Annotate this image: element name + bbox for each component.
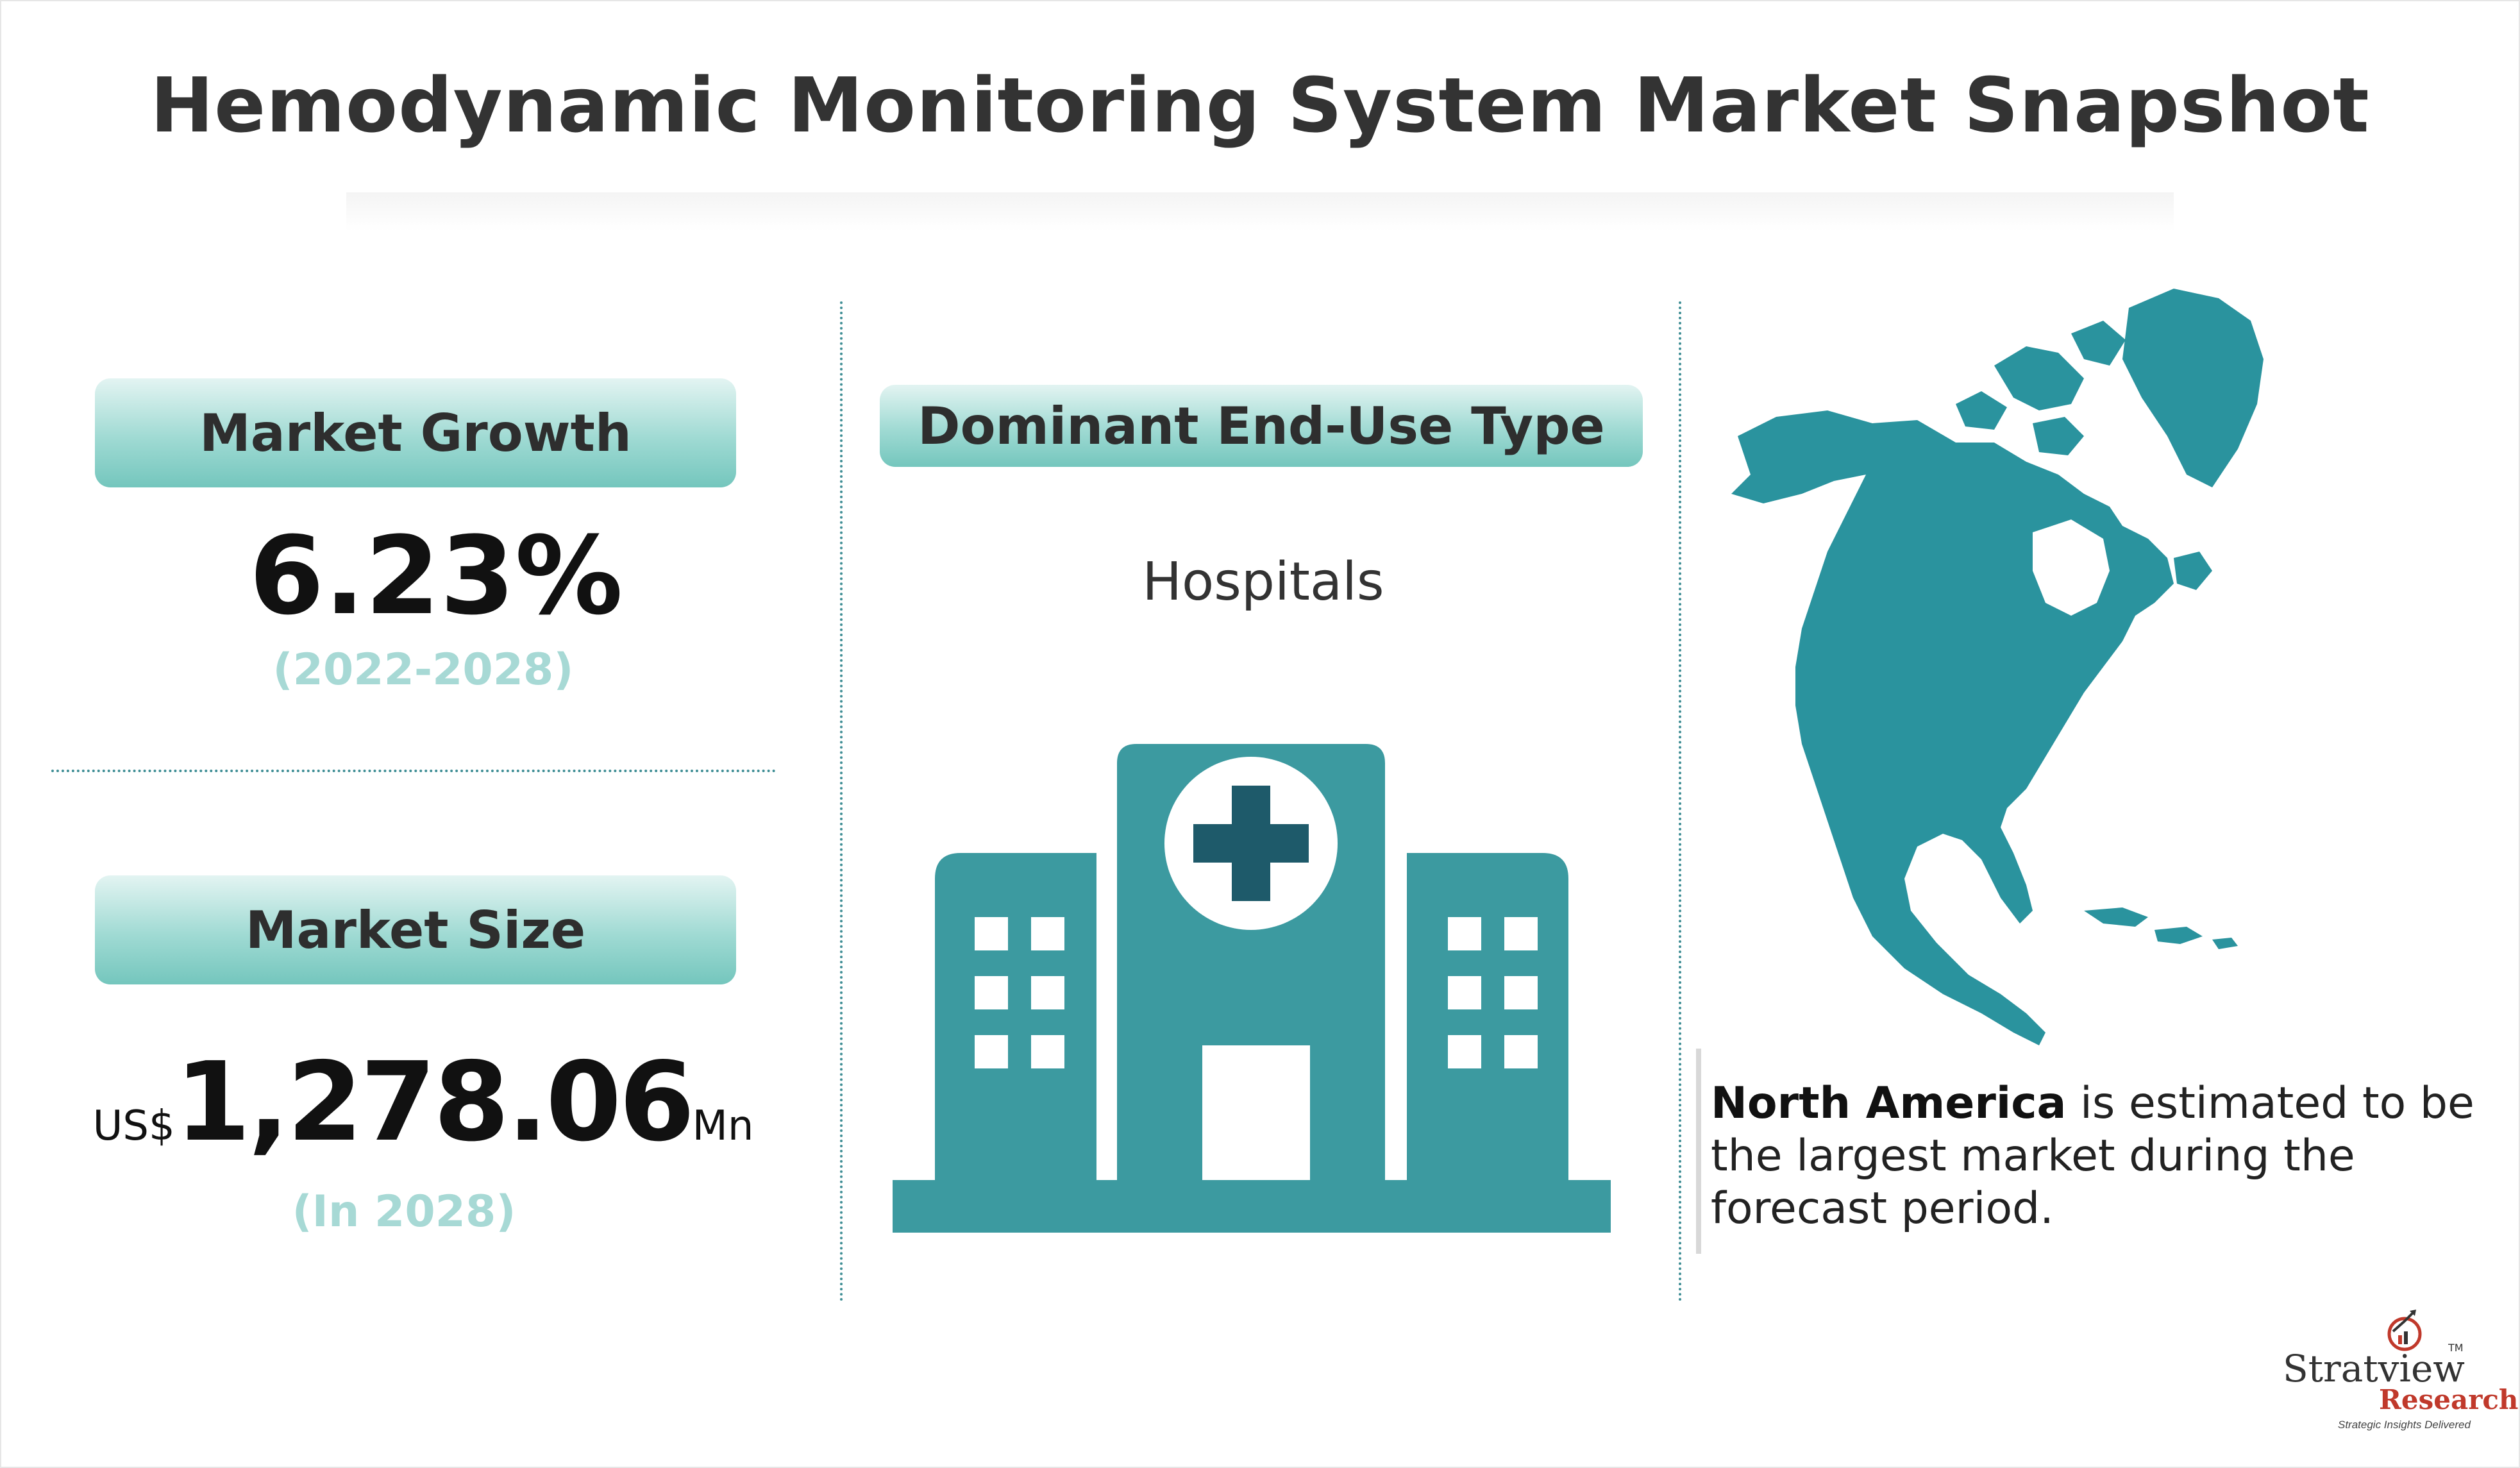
market-size-value-line: US$ 1,278.06 Mn	[90, 1039, 757, 1167]
page-title: Hemodynamic Monitoring System Market Sna…	[150, 61, 2370, 149]
stratview-logo: Stratview TM Research Strategic Insights…	[2283, 1302, 2518, 1443]
column-divider-right	[1679, 301, 1681, 1302]
logo-trademark: TM	[2448, 1342, 2464, 1354]
logo-brand: Stratview	[2283, 1347, 2465, 1390]
hospital-icon	[893, 744, 1611, 1233]
region-description: is estimated to be the largest market du…	[1711, 1078, 2474, 1234]
title-underline-shadow	[346, 192, 2174, 231]
market-size-unit: Mn	[692, 1102, 754, 1150]
market-size-currency: US$	[92, 1102, 175, 1150]
region-text-accent-bar	[1696, 1049, 1701, 1254]
column-divider-left	[840, 301, 843, 1302]
logo-tagline: Strategic Insights Delivered	[2338, 1419, 2471, 1431]
market-growth-period: (2022-2028)	[273, 645, 574, 695]
end-use-value: Hospitals	[1142, 552, 1384, 612]
stratview-logo-icon	[2387, 1310, 2422, 1351]
region-statement: North America is estimated to be the lar…	[1711, 1077, 2480, 1235]
region-highlight: North America	[1711, 1078, 2067, 1129]
market-size-period: (In 2028)	[292, 1186, 516, 1237]
left-column-divider	[51, 770, 776, 772]
north-america-map	[1731, 289, 2264, 1045]
end-use-label: Dominant End-Use Type	[880, 385, 1643, 467]
market-size-value: 1,278.06	[174, 1039, 695, 1166]
market-size-label: Market Size	[95, 875, 736, 984]
logo-research: Research	[2379, 1384, 2519, 1415]
market-growth-value: 6.23%	[249, 513, 623, 639]
market-growth-label: Market Growth	[95, 378, 736, 487]
